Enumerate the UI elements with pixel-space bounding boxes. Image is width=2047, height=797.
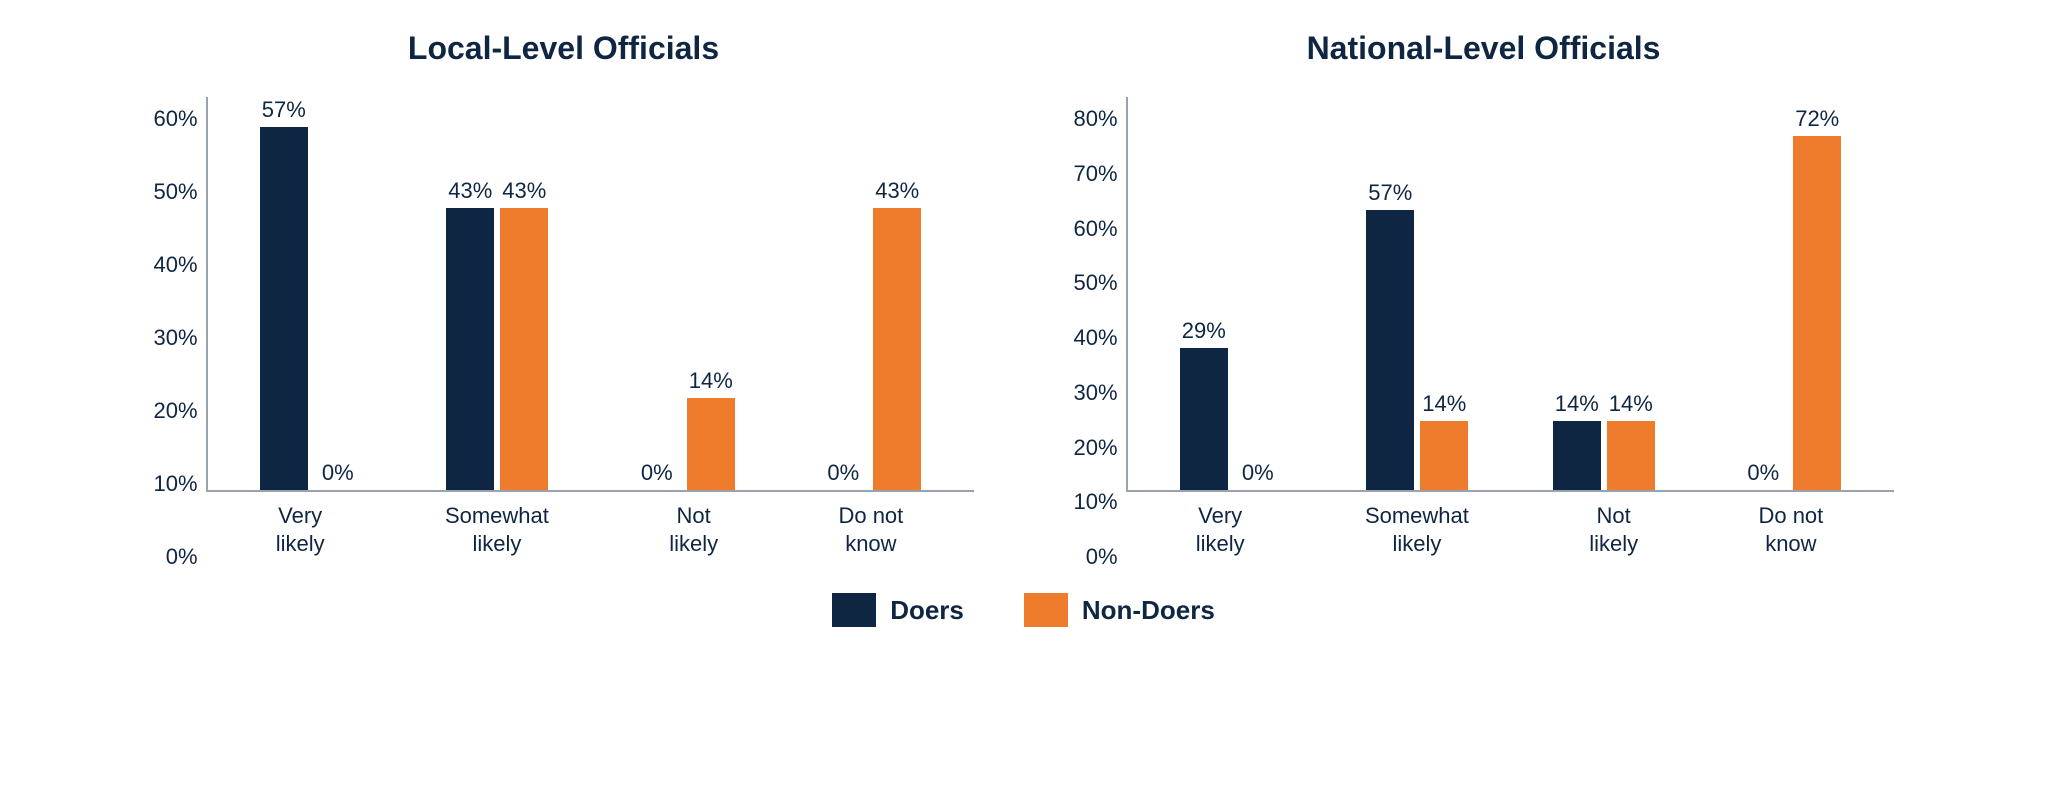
y-tick: 20%	[1074, 437, 1118, 459]
bar-doers	[1553, 421, 1601, 490]
bar-value-label: 0%	[322, 460, 354, 486]
bar-value-label: 43%	[502, 178, 546, 204]
legend-label-non-doers: Non-Doers	[1082, 595, 1215, 626]
x-category-label: Do notknow	[838, 502, 903, 557]
y-tick: 80%	[1074, 108, 1118, 130]
y-axis-local: 60%50%40%30%20%10%0%	[154, 97, 206, 557]
bar-value-label: 57%	[1368, 180, 1412, 206]
bar-group: 0% 14%	[633, 97, 735, 490]
plot-wrap-local: 57% 0% 43% 43% 0% 14% 0% 43% Verylikely Somewhat…	[206, 97, 974, 557]
x-category-label: Verylikely	[276, 502, 325, 557]
bar-wrap: 43%	[446, 97, 494, 490]
x-category-label: Somewhatlikely	[445, 502, 549, 557]
bar-groups-local: 57% 0% 43% 43% 0% 14% 0% 43%	[208, 97, 974, 490]
bar-wrap: 43%	[500, 97, 548, 490]
bar-group: 57% 14%	[1366, 97, 1468, 490]
charts-row: Local-Level Officials 60% 50% 40% 30% 20% 10%…	[60, 30, 1987, 557]
y-tick: 50%	[1074, 272, 1118, 294]
y-tick: 40%	[154, 254, 198, 276]
bar-group: 14% 14%	[1553, 97, 1655, 490]
x-labels-national: Verylikely Somewhatlikely Notlikely Do notk…	[1126, 492, 1894, 557]
plot-local: 57% 0% 43% 43% 0% 14% 0% 43%	[206, 97, 974, 492]
bar-non_doers	[873, 208, 921, 490]
bar-non_doers	[500, 208, 548, 490]
bar-wrap: 14%	[1420, 97, 1468, 490]
chart-panel-national: National-Level Officials 80% 70% 60% 50% 40%…	[1074, 30, 1894, 557]
bar-wrap: 43%	[873, 97, 921, 490]
bar-wrap: 0%	[819, 97, 867, 490]
x-category-label: Do notknow	[1758, 502, 1823, 557]
bar-wrap: 0%	[1234, 97, 1282, 490]
bar-groups-national: 29% 0% 57% 14% 14% 14% 0% 72%	[1128, 97, 1894, 490]
bar-doers	[1366, 210, 1414, 490]
bar-wrap: 57%	[260, 97, 308, 490]
bar-value-label: 43%	[448, 178, 492, 204]
legend-item-non-doers: Non-Doers	[1024, 593, 1215, 627]
chart-body-national: 80%70%60%50%40%30%20%10%0% 29%0%57%14%14…	[1074, 97, 1894, 557]
bar-value-label: 14%	[1422, 391, 1466, 417]
plot-national: 29% 0% 57% 14% 14% 14% 0% 72%	[1126, 97, 1894, 492]
y-tick: 10%	[154, 473, 198, 495]
bar-doers	[260, 127, 308, 490]
bar-value-label: 29%	[1182, 318, 1226, 344]
chart-title-national: National-Level Officials	[1074, 30, 1894, 67]
legend-swatch-doers	[832, 593, 876, 627]
bar-wrap: 14%	[1553, 97, 1601, 490]
bar-wrap: 0%	[314, 97, 362, 490]
bar-value-label: 43%	[875, 178, 919, 204]
bar-group: 43% 43%	[446, 97, 548, 490]
y-tick: 30%	[154, 327, 198, 349]
x-labels-local: Verylikely Somewhatlikely Notlikely Do notk…	[206, 492, 974, 557]
x-category-label: Somewhatlikely	[1365, 502, 1469, 557]
y-tick: 40%	[1074, 327, 1118, 349]
y-tick: 10%	[1074, 491, 1118, 513]
y-tick: 60%	[1074, 218, 1118, 240]
bar-non_doers	[687, 398, 735, 490]
y-tick: 50%	[154, 181, 198, 203]
bar-value-label: 14%	[1555, 391, 1599, 417]
bar-wrap: 72%	[1793, 97, 1841, 490]
bar-group: 57% 0%	[260, 97, 362, 490]
x-category-label: Verylikely	[1196, 502, 1245, 557]
y-tick: 30%	[1074, 382, 1118, 404]
bar-group: 29% 0%	[1180, 97, 1282, 490]
bar-wrap: 0%	[1739, 97, 1787, 490]
x-category-label: Notlikely	[669, 502, 718, 557]
bar-value-label: 0%	[1747, 460, 1779, 486]
bar-value-label: 57%	[262, 97, 306, 123]
x-category-label: Notlikely	[1589, 502, 1638, 557]
bar-wrap: 0%	[633, 97, 681, 490]
bar-value-label: 0%	[827, 460, 859, 486]
bar-value-label: 72%	[1795, 106, 1839, 132]
bar-non_doers	[1793, 136, 1841, 490]
y-tick: 0%	[1086, 546, 1118, 568]
plot-wrap-national: 29% 0% 57% 14% 14% 14% 0% 72% Verylikely Somewha…	[1126, 97, 1894, 557]
chart-body-local: 60% 50% 40% 30% 20% 10% 0% 57% 0% 43% 43% 0% 14% 0% 4…	[154, 97, 974, 557]
bar-wrap: 14%	[1607, 97, 1655, 490]
bar-wrap: 57%	[1366, 97, 1414, 490]
bar-group: 0% 72%	[1739, 97, 1841, 490]
chart-panel-local: Local-Level Officials 60% 50% 40% 30% 20% 10%…	[154, 30, 974, 557]
bar-non_doers	[1607, 421, 1655, 490]
legend-item-doers: Doers	[832, 593, 964, 627]
bar-wrap: 14%	[687, 97, 735, 490]
y-tick: 20%	[154, 400, 198, 422]
bar-group: 0% 43%	[819, 97, 921, 490]
y-tick: 70%	[1074, 163, 1118, 185]
legend-swatch-non-doers	[1024, 593, 1068, 627]
bar-value-label: 14%	[1609, 391, 1653, 417]
bar-doers	[1180, 348, 1228, 490]
bar-wrap: 29%	[1180, 97, 1228, 490]
bar-value-label: 0%	[641, 460, 673, 486]
y-tick: 60%	[154, 108, 198, 130]
bar-doers	[446, 208, 494, 490]
bar-value-label: 14%	[689, 368, 733, 394]
legend-label-doers: Doers	[890, 595, 964, 626]
chart-title-local: Local-Level Officials	[154, 30, 974, 67]
y-axis-national: 80%70%60%50%40%30%20%10%0%	[1074, 97, 1126, 557]
bar-value-label: 0%	[1242, 460, 1274, 486]
bar-non_doers	[1420, 421, 1468, 490]
y-tick: 0%	[166, 546, 198, 568]
legend: Doers Non-Doers	[60, 593, 1987, 627]
